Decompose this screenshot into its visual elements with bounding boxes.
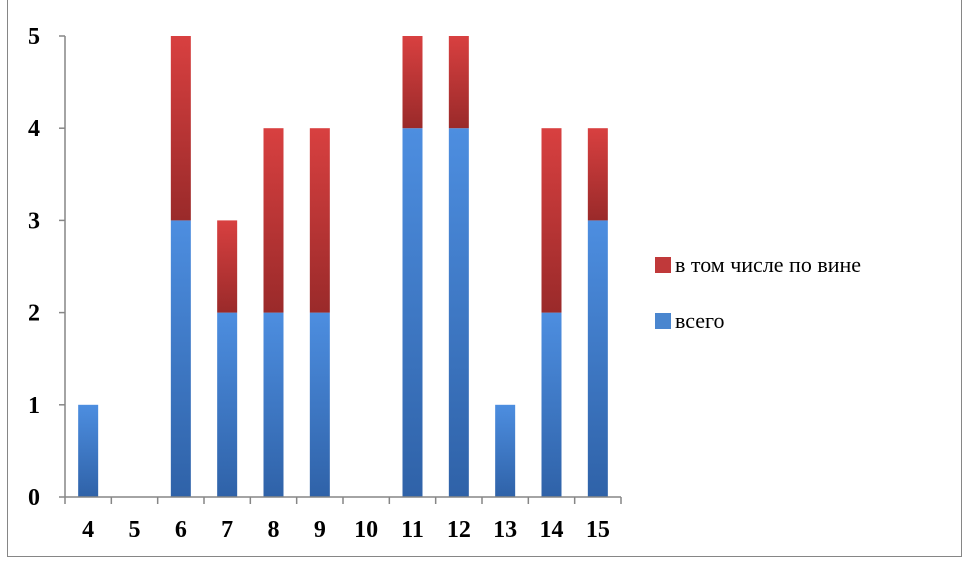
bars-group [78, 36, 608, 497]
legend-swatch-blue [655, 313, 671, 329]
x-tick-labels: 4 5 6 7 8 9 10 11 12 13 14 15 [82, 517, 610, 543]
bar-in-fault-7 [217, 220, 238, 313]
bar-total-8 [263, 312, 284, 497]
x-tick-label: 6 [175, 517, 187, 543]
bar-total-4 [78, 404, 99, 497]
y-tick-label: 1 [28, 393, 40, 419]
bar-total-11 [402, 128, 423, 497]
x-tick-label: 11 [401, 517, 424, 543]
bar-in-fault-12 [448, 36, 469, 129]
x-tick-label: 10 [354, 517, 378, 543]
x-tick-label: 14 [540, 517, 564, 543]
x-tick-label: 15 [586, 517, 610, 543]
x-tick-label: 12 [447, 517, 471, 543]
x-tick-label: 9 [314, 517, 326, 543]
bar-in-fault-14 [541, 128, 562, 313]
legend: в том числе по вине всего [655, 250, 861, 362]
bar-in-fault-8 [263, 128, 284, 313]
legend-swatch-red [655, 257, 671, 273]
bar-in-fault-11 [402, 36, 423, 129]
bar-total-6 [170, 220, 191, 497]
x-tick-label: 8 [268, 517, 280, 543]
y-tick-label: 3 [28, 208, 40, 234]
y-tick-label: 4 [28, 116, 40, 142]
legend-item-in-fault: в том числе по вине [655, 250, 861, 280]
legend-label-in-fault: в том числе по вине [675, 252, 862, 277]
y-tick-label: 5 [28, 24, 40, 50]
x-tick-label: 4 [82, 517, 94, 543]
legend-item-total: всего [655, 306, 861, 336]
bar-total-14 [541, 312, 562, 497]
y-tick-label: 0 [28, 485, 40, 511]
bar-total-13 [495, 404, 516, 497]
x-tick-label: 7 [221, 517, 233, 543]
bar-in-fault-15 [587, 128, 608, 221]
bar-total-15 [587, 220, 608, 497]
y-tick-labels: 0 1 2 3 4 5 [28, 24, 40, 511]
bar-in-fault-6 [170, 36, 191, 221]
x-tick-label: 5 [129, 517, 141, 543]
x-tick-label: 13 [493, 517, 517, 543]
legend-label-total: всего [675, 308, 725, 333]
bar-total-12 [448, 128, 469, 497]
bar-total-9 [309, 312, 330, 497]
axes-group [59, 35, 622, 504]
bar-total-7 [217, 312, 238, 497]
chart-frame [7, 0, 962, 557]
bar-in-fault-9 [309, 128, 330, 313]
y-tick-label: 2 [28, 301, 40, 327]
